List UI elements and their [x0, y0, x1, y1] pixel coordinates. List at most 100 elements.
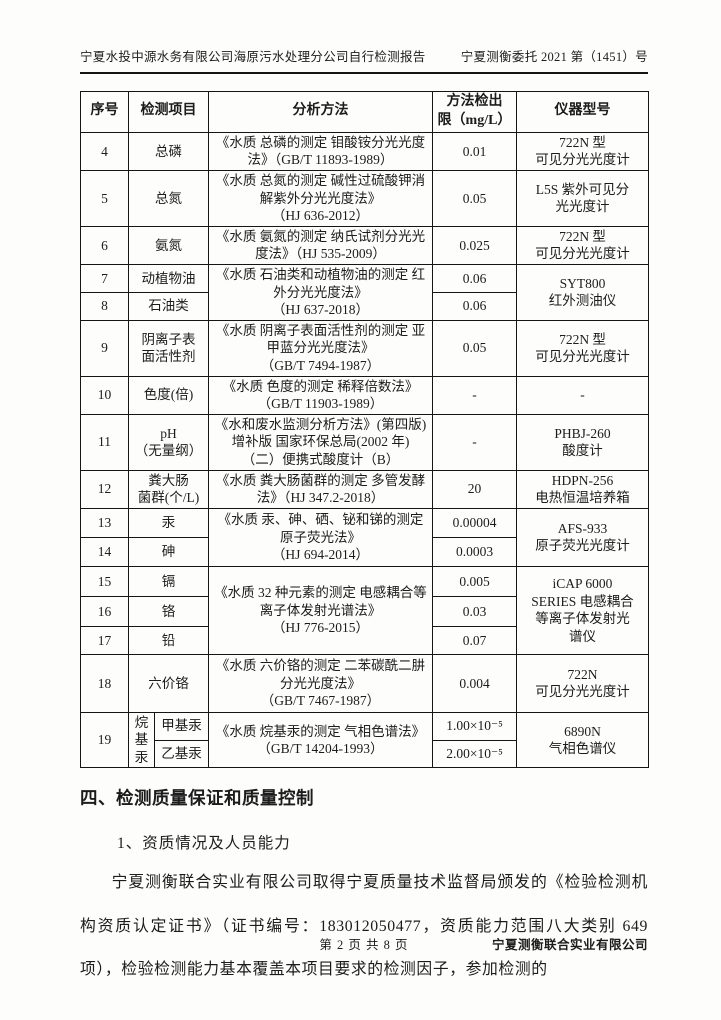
cell-limit: 20 — [432, 469, 517, 509]
table-row: 10 色度(倍) 《水质 色度的测定 稀释倍数法》（GB/T 11903-198… — [80, 375, 649, 415]
cell-seq: 19 — [80, 711, 129, 769]
table-row: 15 镉 《水质 32 种元素的测定 电感耦合等离子体发射光谱法》 （HJ 77… — [80, 565, 649, 655]
cell-limit: 0.05 — [432, 169, 517, 227]
col-header-instrument: 仪器型号 — [516, 91, 649, 133]
cell-seq: 13 — [80, 507, 129, 538]
cell-item: 动植物油 — [128, 263, 209, 293]
cell-item: 阴离子表 面活性剂 — [128, 319, 209, 377]
table-row: 7 动植物油 《水质 石油类和动植物油的测定 红外分光光度法》 （HJ 637-… — [80, 263, 649, 321]
cell-limit: 0.06 — [432, 263, 517, 293]
cell-limit: 0.05 — [432, 319, 517, 377]
cell-instrument: 6890N 气相色谱仪 — [516, 711, 649, 769]
document-footer: 第 2 页 共 8 页 宁夏测衡联合实业有限公司 — [80, 934, 648, 954]
cell-seq: 16 — [80, 595, 129, 627]
cell-seq: 7 — [80, 263, 129, 293]
cell-seq: 18 — [80, 653, 129, 713]
cell-limit: - — [432, 375, 517, 415]
cell-limit: 0.0003 — [432, 536, 517, 567]
cell-method: 《水质 烷基汞的测定 气相色谱法》（GB/T 14204-1993） — [208, 711, 433, 769]
cell-instrument: iCAP 6000 SERIES 电感耦合 等离子体发射光 谱仪 — [516, 565, 649, 655]
cell-method: 《水质 石油类和动植物油的测定 红外分光光度法》 （HJ 637-2018） — [208, 263, 433, 321]
cell-method: 《水质 总氮的测定 碱性过硫酸钾消解紫外分光光度法》 （HJ 636-2012） — [208, 169, 433, 227]
cell-limit: 0.005 — [432, 565, 517, 597]
section-heading: 四、检测质量保证和质量控制 — [80, 788, 314, 809]
cell-method: 《水质 六价铬的测定 二苯碳酰二肼分光光度法》 （GB/T 7467-1987） — [208, 653, 433, 713]
cell-seq: 6 — [80, 225, 129, 265]
footer-page-number: 第 2 页 共 8 页 — [319, 938, 409, 952]
cell-instrument: 722N 可见分光光度计 — [516, 653, 649, 713]
cell-limit: 0.00004 — [432, 507, 517, 538]
cell-seq: 8 — [80, 291, 129, 321]
header-divider — [80, 72, 648, 74]
cell-item: 甲基汞 — [154, 711, 209, 741]
cell-seq: 17 — [80, 625, 129, 655]
cell-item: 石油类 — [128, 291, 209, 321]
cell-method: 《水质 总磷的测定 钼酸铵分光光度法》（GB/T 11893-1989） — [208, 131, 433, 171]
cell-method: 《水和废水监测分析方法》(第四版)增补版 国家环保总局(2002 年) （二）便… — [208, 413, 433, 471]
col-header-item: 检测项目 — [128, 91, 209, 133]
cell-seq: 12 — [80, 469, 129, 509]
cell-seq: 5 — [80, 169, 129, 227]
cell-item: pH （无量纲） — [128, 413, 209, 471]
table-row: 19 烷基汞 甲基汞 《水质 烷基汞的测定 气相色谱法》（GB/T 14204-… — [80, 711, 649, 769]
cell-limit: 0.025 — [432, 225, 517, 265]
table-row: 16 铬 0.03 — [80, 595, 649, 627]
cell-limit: 2.00×10⁻⁵ — [432, 739, 517, 769]
cell-limit: 0.004 — [432, 653, 517, 713]
cell-limit: 0.01 — [432, 131, 517, 171]
cell-item: 乙基汞 — [154, 739, 209, 769]
cell-item: 氨氮 — [128, 225, 209, 265]
body-paragraph: 宁夏测衡联合实业有限公司取得宁夏质量技术监督局颁发的《检验检测机构资质认定证书》… — [80, 874, 648, 979]
cell-method: 《水质 汞、砷、硒、铋和锑的测定 原子荧光法》 （HJ 694-2014） — [208, 507, 433, 567]
cell-item-group: 烷基汞 — [128, 711, 155, 769]
cell-seq: 10 — [80, 375, 129, 415]
cell-method: 《水质 阴离子表面活性剂的测定 亚甲蓝分光光度法》 （GB/T 7494-198… — [208, 319, 433, 377]
cell-item: 镉 — [128, 565, 209, 597]
cell-item: 铅 — [128, 625, 209, 655]
cell-method: 《水质 氨氮的测定 纳氏试剂分光光度法》（HJ 535-2009） — [208, 225, 433, 265]
footer-company-name: 宁夏测衡联合实业有限公司 — [491, 938, 648, 952]
cell-item: 铬 — [128, 595, 209, 627]
cell-limit: 0.06 — [432, 291, 517, 321]
cell-instrument: HDPN-256 电热恒温培养箱 — [516, 469, 649, 509]
cell-limit: 0.03 — [432, 595, 517, 627]
table-row: 6 氨氮 《水质 氨氮的测定 纳氏试剂分光光度法》（HJ 535-2009） 0… — [80, 225, 649, 265]
col-header-limit: 方法检出 限（mg/L） — [432, 91, 517, 133]
cell-method: 《水质 粪大肠菌群的测定 多管发酵法》（HJ 347.2-2018） — [208, 469, 433, 509]
document-header: 宁夏水投中源水务有限公司海原污水处理分公司自行检测报告 宁夏测衡委托 2021 … — [80, 0, 648, 65]
cell-method: 《水质 32 种元素的测定 电感耦合等离子体发射光谱法》 （HJ 776-201… — [208, 565, 433, 655]
cell-limit: 1.00×10⁻⁵ — [432, 711, 517, 741]
table-row: 18 六价铬 《水质 六价铬的测定 二苯碳酰二肼分光光度法》 （GB/T 746… — [80, 653, 649, 713]
cell-instrument: SYT800 红外测油仪 — [516, 263, 649, 321]
cell-item: 色度(倍) — [128, 375, 209, 415]
cell-item: 六价铬 — [128, 653, 209, 713]
cell-item: 粪大肠 菌群(个/L) — [128, 469, 209, 509]
cell-method: 《水质 色度的测定 稀释倍数法》（GB/T 11903-1989） — [208, 375, 433, 415]
table-row: 9 阴离子表 面活性剂 《水质 阴离子表面活性剂的测定 亚甲蓝分光光度法》 （G… — [80, 319, 649, 377]
cell-seq: 4 — [80, 131, 129, 171]
col-header-method: 分析方法 — [208, 91, 433, 133]
cell-instrument: PHBJ-260 酸度计 — [516, 413, 649, 471]
page-content: 宁夏水投中源水务有限公司海原污水处理分公司自行检测报告 宁夏测衡委托 2021 … — [80, 0, 649, 992]
cell-instrument: 722N 型 可见分光光度计 — [516, 225, 649, 265]
table-row: 13 汞 《水质 汞、砷、硒、铋和锑的测定 原子荧光法》 （HJ 694-201… — [80, 507, 649, 567]
cell-item: 汞 — [128, 507, 209, 538]
table-row: 乙基汞 2.00×10⁻⁵ — [81, 739, 649, 769]
cell-instrument: 722N 型 可见分光光度计 — [516, 319, 649, 377]
cell-instrument: AFS-933 原子荧光光度计 — [516, 507, 649, 567]
cell-item: 砷 — [128, 536, 209, 567]
table-row: 5 总氮 《水质 总氮的测定 碱性过硫酸钾消解紫外分光光度法》 （HJ 636-… — [80, 169, 649, 227]
header-doc-number: 宁夏测衡委托 2021 第（1451）号 — [460, 50, 648, 64]
cell-instrument: - — [516, 375, 649, 415]
cell-limit: 0.07 — [432, 625, 517, 655]
table-row: 4 总磷 《水质 总磷的测定 钼酸铵分光光度法》（GB/T 11893-1989… — [80, 131, 649, 171]
cell-instrument: 722N 型 可见分光光度计 — [516, 131, 649, 171]
section-subheading: 1、资质情况及人员能力 — [117, 835, 291, 853]
cell-limit: - — [432, 413, 517, 471]
table-row: 11 pH （无量纲） 《水和废水监测分析方法》(第四版)增补版 国家环保总局(… — [80, 413, 649, 471]
cell-instrument: L5S 紫外可见分 光光度计 — [516, 169, 649, 227]
header-report-title: 宁夏水投中源水务有限公司海原污水处理分公司自行检测报告 — [80, 50, 426, 64]
cell-seq: 15 — [80, 565, 129, 597]
cell-seq: 14 — [80, 536, 129, 567]
table-header-row: 序号 检测项目 分析方法 方法检出 限（mg/L） 仪器型号 — [80, 91, 649, 133]
